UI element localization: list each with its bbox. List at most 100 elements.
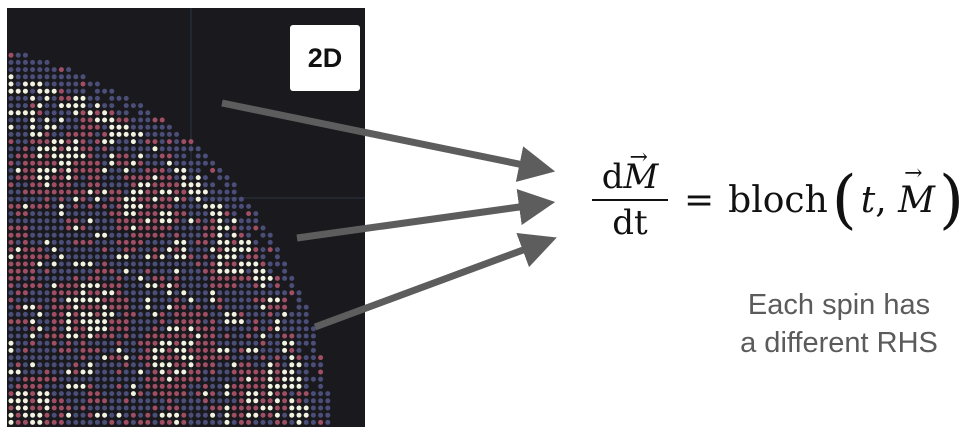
spin-dot (30, 340, 36, 346)
spin-dot (202, 189, 208, 195)
spin-dot (231, 189, 237, 195)
spin-dot (44, 160, 50, 166)
spin-dot (44, 283, 50, 289)
spin-dot (58, 160, 64, 166)
spin-dot (152, 419, 158, 425)
spin-dot (51, 203, 57, 209)
spin-dot (15, 247, 21, 253)
spin-dot (80, 203, 86, 209)
spin-dot (87, 182, 93, 188)
spin-dot (181, 218, 187, 224)
spin-dot (303, 369, 309, 375)
spin-dot (267, 398, 273, 404)
spin-dot (303, 391, 309, 397)
spin-dot (94, 412, 100, 418)
spin-dot (174, 189, 180, 195)
spin-dot (116, 247, 122, 253)
spin-dot (37, 376, 43, 382)
spin-dot (202, 268, 208, 274)
spin-dot (15, 153, 21, 159)
spin-dot (188, 247, 194, 253)
spin-dot (181, 398, 187, 404)
spin-dot (116, 196, 122, 202)
spin-dot (181, 290, 187, 296)
spin-dot (246, 261, 252, 267)
spin-dot (30, 419, 36, 425)
spin-dot (181, 146, 187, 152)
spin-dot (152, 261, 158, 267)
spin-dot (267, 319, 273, 325)
spin-dot (30, 376, 36, 382)
spin-dot (44, 369, 50, 375)
spin-dot (195, 225, 201, 231)
spin-dot (174, 311, 180, 317)
spin-dot (145, 247, 151, 253)
spin-dot (145, 110, 151, 116)
spin-dot (66, 189, 72, 195)
spin-dot (202, 203, 208, 209)
spin-dot (58, 95, 64, 101)
spin-dot (22, 369, 28, 375)
spin-dot (159, 146, 165, 152)
spin-dot (80, 95, 86, 101)
spin-dot (188, 254, 194, 260)
spin-dot (37, 196, 43, 202)
spin-dot (109, 283, 115, 289)
spin-dot (166, 283, 172, 289)
spin-dot (181, 225, 187, 231)
spin-dot (231, 304, 237, 310)
spin-dot (58, 319, 64, 325)
spin-dot (188, 333, 194, 339)
spin-dot (130, 261, 136, 267)
spin-dot (22, 304, 28, 310)
spin-dot (296, 412, 302, 418)
spin-dot (210, 319, 216, 325)
spin-dot (80, 405, 86, 411)
spin-dot (116, 412, 122, 418)
spin-dot (80, 131, 86, 137)
spin-dot (123, 203, 129, 209)
spin-dot (15, 67, 21, 73)
spin-dot (202, 247, 208, 253)
spin-dot (159, 333, 165, 339)
spin-dot (130, 311, 136, 317)
spin-dot (51, 225, 57, 231)
spin-dot (123, 283, 129, 289)
spin-dot (73, 261, 79, 267)
spin-dot (217, 326, 223, 332)
spin-dot (246, 326, 252, 332)
spin-dot (231, 419, 237, 425)
spin-dot (73, 347, 79, 353)
spin-dot (44, 290, 50, 296)
spin-dot (152, 167, 158, 173)
spin-dot (94, 153, 100, 159)
spin-dot (73, 405, 79, 411)
spin-dot (246, 275, 252, 281)
spin-dot (174, 211, 180, 217)
spin-dot (44, 146, 50, 152)
arg-t: t (860, 179, 876, 221)
spin-dot (210, 391, 216, 397)
spin-dot (44, 189, 50, 195)
spin-dot (274, 369, 280, 375)
spin-dot (231, 247, 237, 253)
spin-dot (80, 153, 86, 159)
spin-dot (8, 189, 14, 195)
spin-dot (181, 211, 187, 217)
spin-dot (94, 383, 100, 389)
spin-dot (44, 261, 50, 267)
spin-dot (44, 319, 50, 325)
spin-dot (123, 268, 129, 274)
spin-dot (217, 167, 223, 173)
spin-dot (267, 369, 273, 375)
spin-dot (159, 369, 165, 375)
spin-dot (188, 383, 194, 389)
spin-dot (325, 412, 331, 418)
spin-dot (253, 347, 259, 353)
spin-dot (8, 211, 14, 217)
spin-dot (224, 297, 230, 303)
spin-dot (66, 131, 72, 137)
spin-dot (22, 175, 28, 181)
spin-dot (87, 398, 93, 404)
spin-dot (145, 326, 151, 332)
